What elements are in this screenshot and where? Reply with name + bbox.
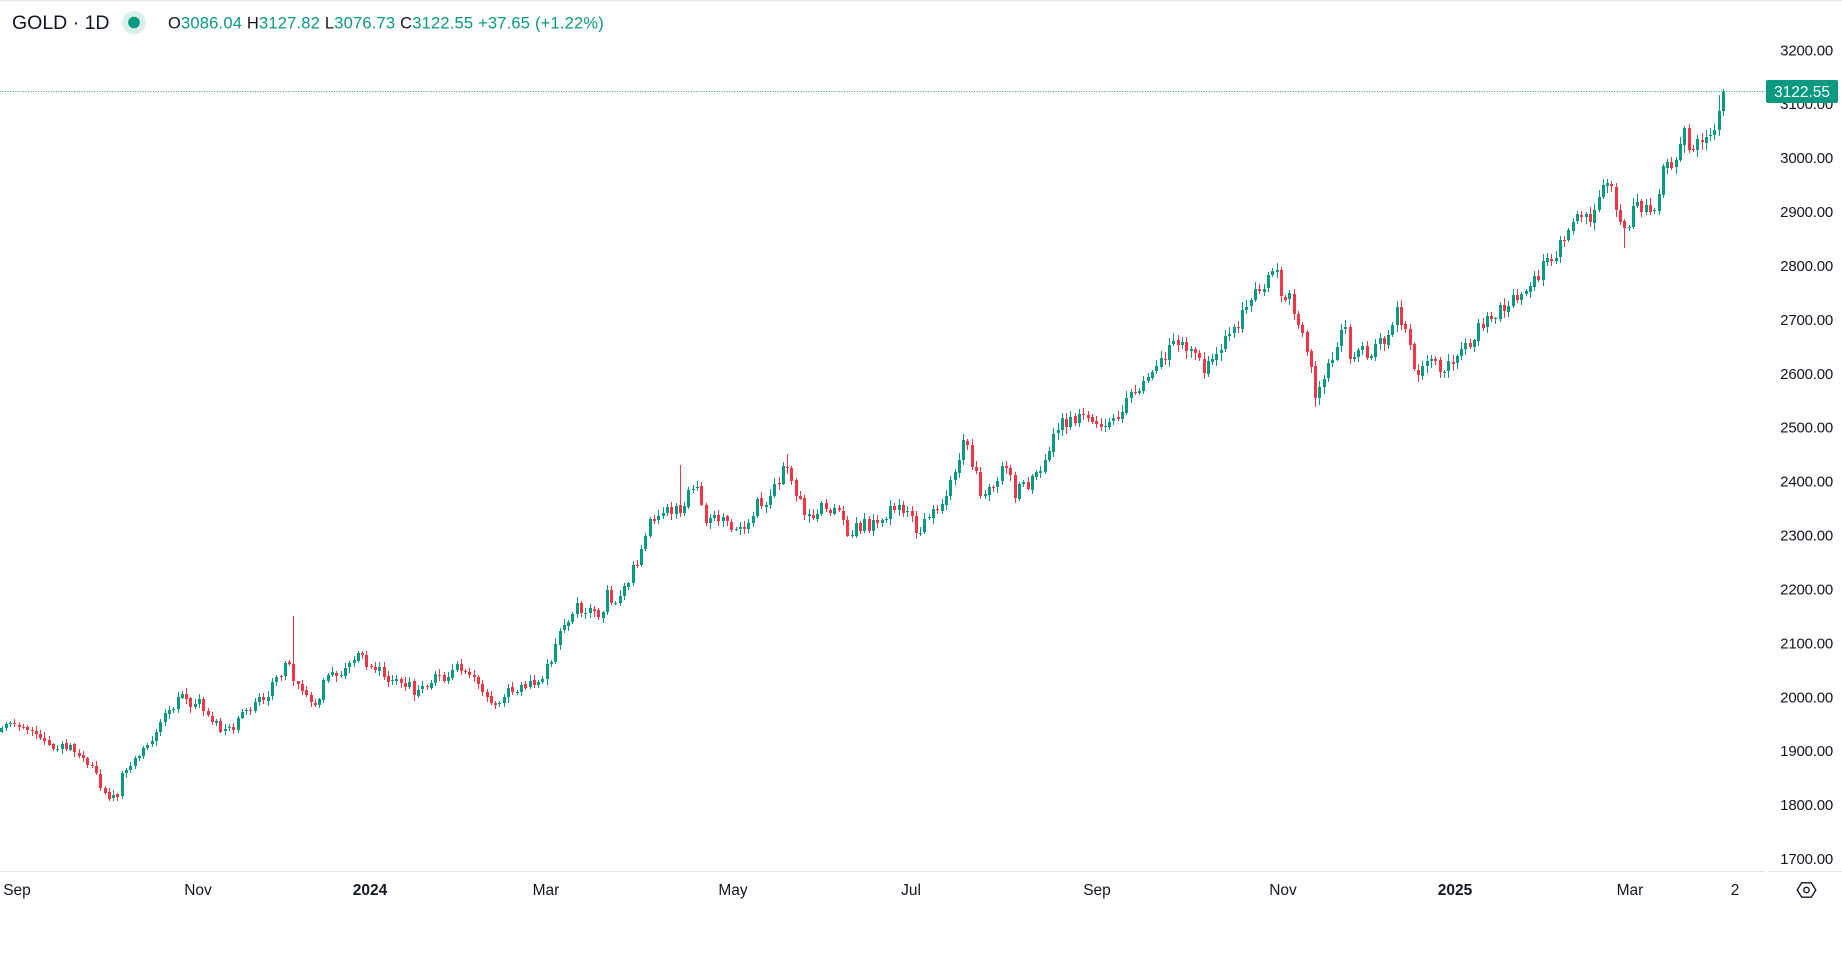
svg-text:2400.00: 2400.00 <box>1780 474 1833 491</box>
svg-text:1900.00: 1900.00 <box>1780 743 1833 760</box>
svg-text:Jul: Jul <box>901 882 921 899</box>
svg-text:1800.00: 1800.00 <box>1780 797 1833 814</box>
svg-text:Nov: Nov <box>184 882 212 899</box>
svg-text:Sep: Sep <box>1083 882 1111 899</box>
svg-text:2: 2 <box>1731 882 1740 899</box>
svg-text:2500.00: 2500.00 <box>1780 420 1833 437</box>
svg-text:3000.00: 3000.00 <box>1780 150 1833 167</box>
svg-text:2600.00: 2600.00 <box>1780 366 1833 383</box>
svg-text:2700.00: 2700.00 <box>1780 312 1833 329</box>
svg-text:2800.00: 2800.00 <box>1780 258 1833 275</box>
svg-text:2900.00: 2900.00 <box>1780 204 1833 221</box>
svg-text:Nov: Nov <box>1269 882 1297 899</box>
svg-text:2300.00: 2300.00 <box>1780 528 1833 545</box>
svg-text:2025: 2025 <box>1438 882 1473 899</box>
svg-text:May: May <box>718 882 748 899</box>
svg-text:Sep: Sep <box>3 882 31 899</box>
svg-text:O3086.04 H3127.82 L3076.73 C31: O3086.04 H3127.82 L3076.73 C3122.55 +37.… <box>168 15 604 33</box>
svg-text:Mar: Mar <box>533 882 560 899</box>
svg-text:3200.00: 3200.00 <box>1780 42 1833 59</box>
svg-text:Mar: Mar <box>1617 882 1644 899</box>
svg-text:2100.00: 2100.00 <box>1780 635 1833 652</box>
svg-text:GOLD · 1D: GOLD · 1D <box>12 12 110 34</box>
svg-text:2200.00: 2200.00 <box>1780 581 1833 598</box>
svg-text:1700.00: 1700.00 <box>1780 851 1833 868</box>
svg-text:3122.55: 3122.55 <box>1774 84 1830 101</box>
svg-text:2024: 2024 <box>353 882 388 899</box>
svg-text:2000.00: 2000.00 <box>1780 689 1833 706</box>
